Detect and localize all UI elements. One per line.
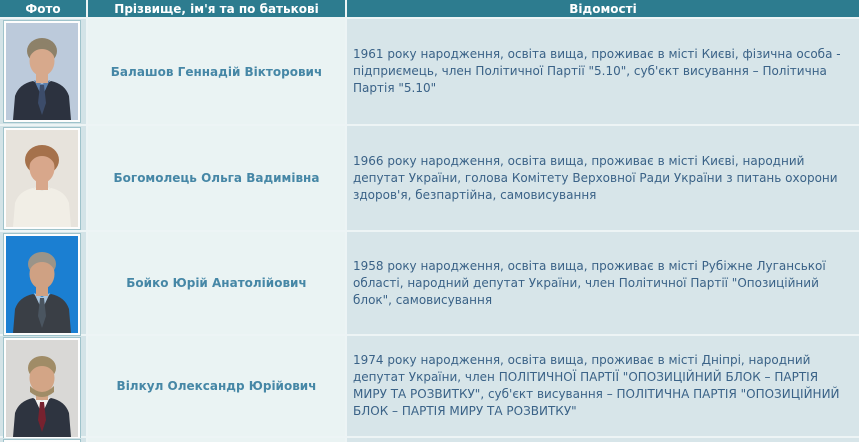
candidate-photo bbox=[3, 439, 81, 442]
candidate-details: 1958 року народження, освіта вища, прожи… bbox=[347, 232, 859, 334]
portrait-avatar bbox=[6, 130, 78, 227]
candidate-name: Балашов Геннадій Вікторович bbox=[88, 19, 345, 124]
portrait-avatar bbox=[6, 23, 78, 120]
column-header-photo: Фото bbox=[0, 0, 86, 17]
column-header-name: Прізвище, ім'я та по батькові bbox=[88, 0, 345, 17]
candidate-details: 1961 року народження, освіта вища, прожи… bbox=[347, 19, 859, 124]
candidate-details bbox=[347, 438, 859, 442]
candidate-details: 1974 року народження, освіта вища, прожи… bbox=[347, 336, 859, 436]
portrait-avatar bbox=[6, 236, 78, 333]
candidate-photo bbox=[3, 233, 81, 336]
candidate-name: Вілкул Олександр Юрійович bbox=[88, 336, 345, 436]
photo-cell bbox=[0, 126, 86, 230]
candidate-photo bbox=[3, 127, 81, 230]
portrait-avatar bbox=[6, 340, 78, 437]
candidate-name bbox=[88, 438, 345, 442]
candidate-photo bbox=[3, 20, 81, 123]
column-header-details: Відомості bbox=[347, 0, 859, 17]
candidate-name: Бойко Юрій Анатолійович bbox=[88, 232, 345, 334]
photo-cell bbox=[0, 438, 86, 442]
candidate-name: Богомолець Ольга Вадимівна bbox=[88, 126, 345, 230]
photo-cell bbox=[0, 232, 86, 336]
photo-cell bbox=[0, 19, 86, 124]
candidate-photo bbox=[3, 337, 81, 440]
candidate-details: 1966 року народження, освіта вища, прожи… bbox=[347, 126, 859, 230]
photo-cell bbox=[0, 336, 86, 440]
